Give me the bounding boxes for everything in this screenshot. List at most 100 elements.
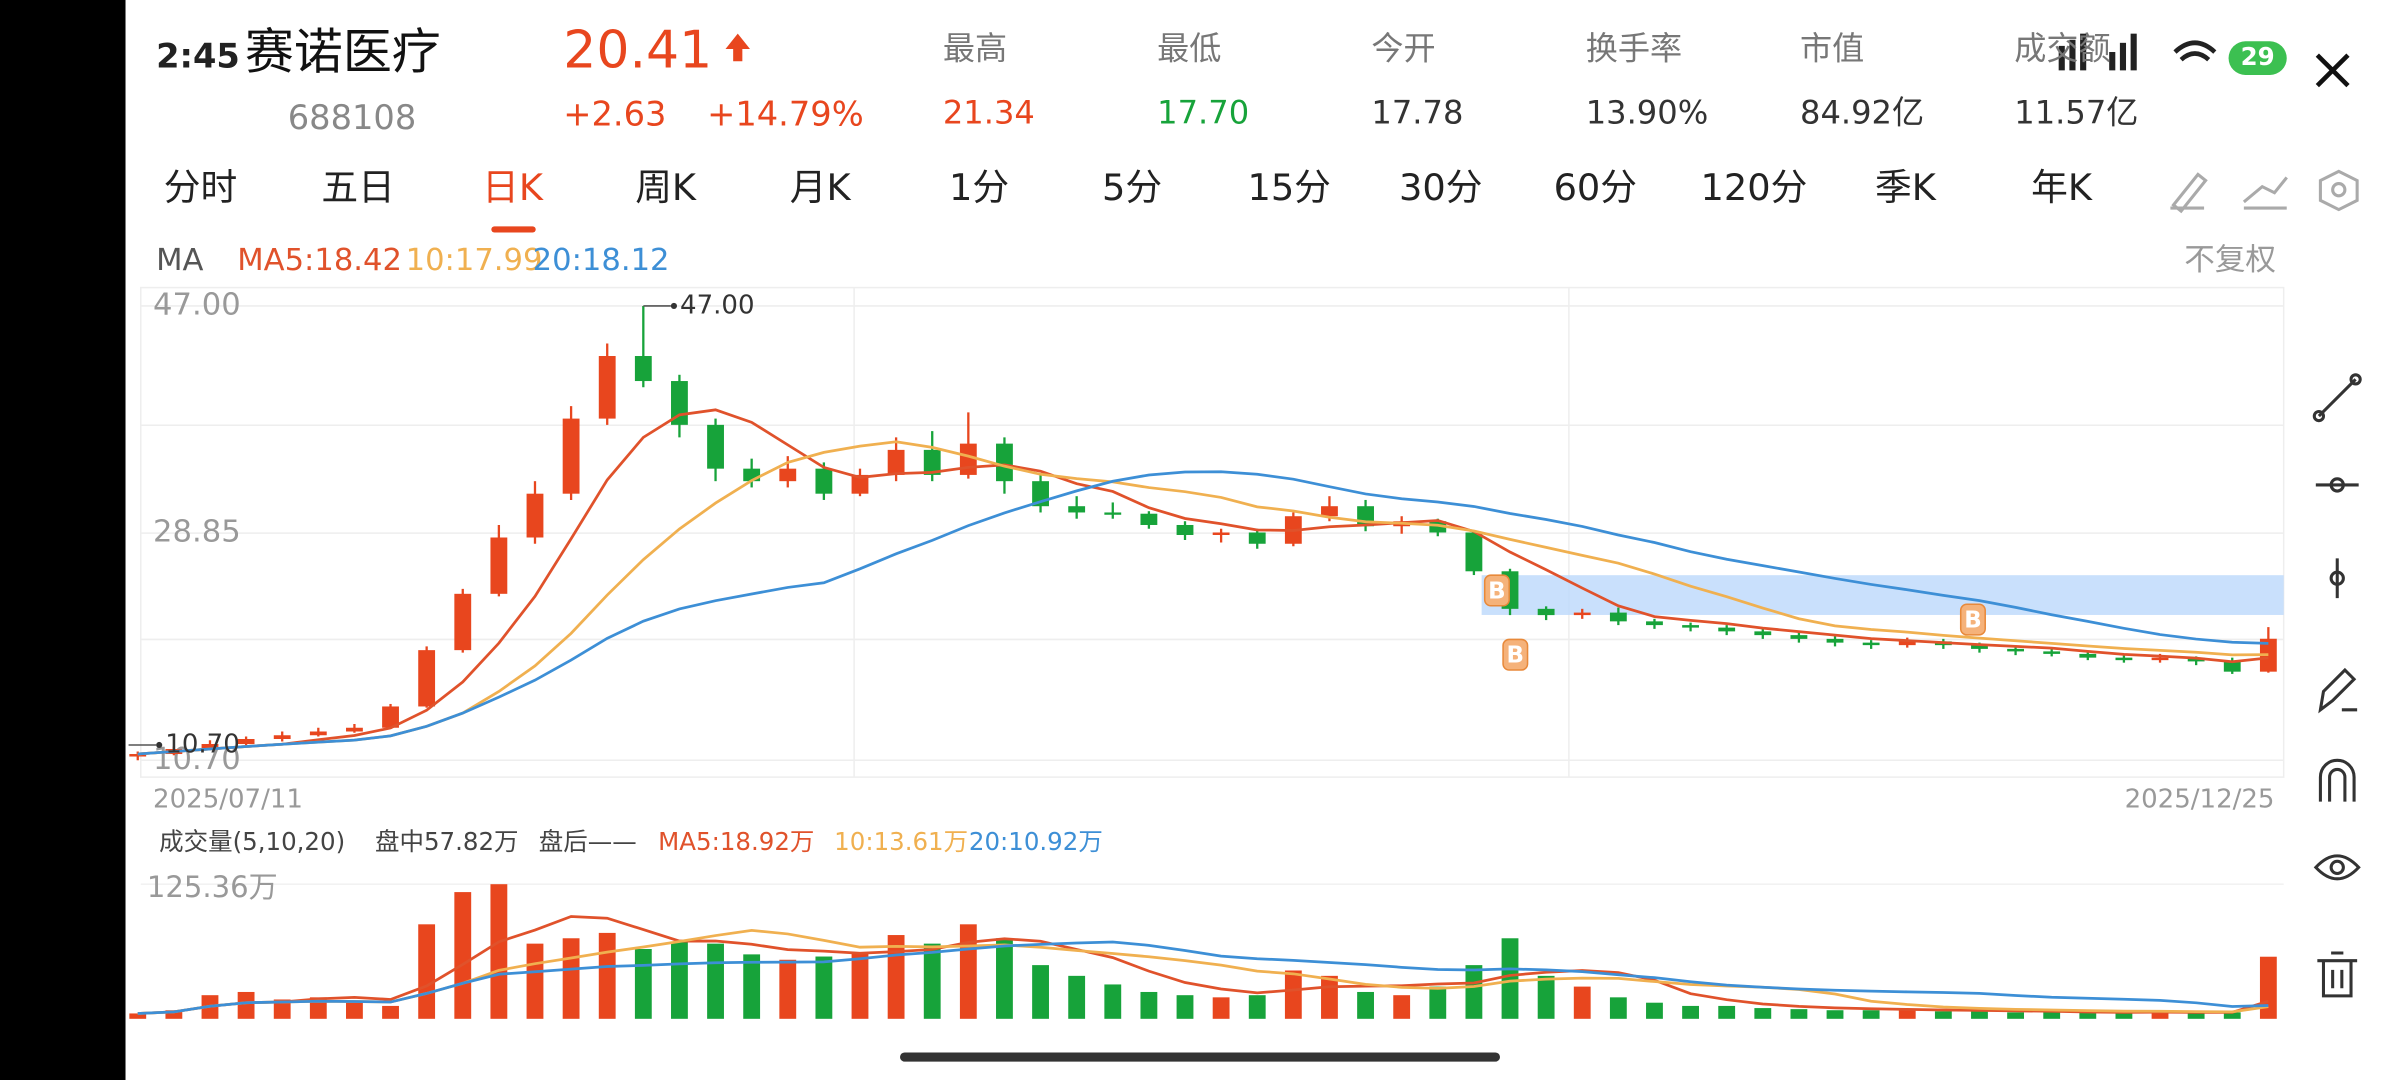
volume-bar (2223, 1012, 2241, 1019)
stat-value: 84.92亿 (1800, 94, 1924, 132)
tab[interactable]: 五日 (321, 166, 394, 209)
candle-body (1429, 521, 1447, 533)
tab[interactable]: 周K (635, 166, 697, 209)
stat-label: 成交额 (2014, 29, 2110, 67)
tab[interactable]: 分时 (164, 166, 237, 209)
volume-legend: 10:13.61万 (834, 827, 968, 856)
stock-name: 赛诺医疗 (245, 24, 441, 81)
candle-body (1682, 625, 1699, 628)
change: +2.63 (563, 95, 666, 134)
up-arrow (725, 33, 750, 62)
candle-body (526, 493, 544, 538)
candle-body (1104, 512, 1122, 515)
candle-body (1646, 621, 1663, 626)
tab[interactable]: 月K (790, 166, 852, 209)
volume-bar (1068, 975, 1086, 1019)
tab[interactable]: 5分 (1102, 166, 1162, 209)
volume-ma-line (137, 929, 2269, 1015)
tab[interactable]: 60分 (1554, 166, 1637, 209)
volume-bar (1573, 986, 1591, 1019)
volume-bar (418, 924, 436, 1019)
candle-body (237, 739, 255, 745)
volume-bar (1501, 938, 1519, 1019)
tab[interactable]: 30分 (1399, 166, 1482, 209)
candle-body (129, 754, 147, 757)
price: 20.41 (563, 21, 712, 81)
adjust-label: 不复权 (2184, 243, 2276, 278)
volume-bar (598, 932, 616, 1019)
volume-title: 成交量(5,10,20) (159, 827, 345, 856)
candle-body (1718, 627, 1736, 632)
tab[interactable]: 年K (2031, 166, 2093, 209)
volume-bar (923, 943, 941, 1019)
volume-bar (1465, 965, 1483, 1019)
volume-bar (1826, 1010, 1844, 1019)
candle-body (2151, 657, 2169, 661)
candle-body (2223, 661, 2241, 672)
volume-bar (2151, 1010, 2169, 1019)
y-tick-label: 47.00 (153, 287, 241, 322)
volume-bar (1140, 991, 1158, 1019)
volume-bar (779, 959, 797, 1019)
candle-body (923, 449, 941, 475)
candle-body (707, 424, 724, 469)
volume-bar (1718, 1005, 1736, 1019)
candle-body (1754, 631, 1772, 636)
stock-code: 688108 (288, 98, 417, 137)
candle-body (779, 468, 797, 482)
volume-bar (129, 1013, 147, 1019)
volume-bar (562, 938, 580, 1019)
volume-bar (1321, 975, 1338, 1019)
b-marker-bg (1959, 603, 1986, 636)
side-toolbar[interactable] (2312, 373, 2362, 998)
volume-ma-line (137, 915, 2269, 1015)
status-time: 2:45 (156, 37, 240, 76)
volume-bar (1609, 997, 1627, 1019)
volume-bar (851, 952, 869, 1019)
candle-body (1176, 524, 1194, 535)
volume-bar (165, 1010, 183, 1019)
candle-body (1140, 513, 1158, 525)
y-tick-label: 28.85 (153, 515, 241, 550)
volume-intraday: 盘中57.82万 (375, 827, 519, 856)
ma-line (137, 470, 2269, 756)
volume-bar (1646, 1002, 1663, 1019)
volume-bar (273, 999, 291, 1019)
volume-bar (1537, 975, 1555, 1019)
ma-legend: 20:18.12 (533, 243, 670, 278)
b-marker: B (1964, 608, 1981, 634)
volume-bar (2259, 956, 2277, 1019)
ma-line (137, 408, 2269, 756)
tab[interactable]: 季K (1875, 166, 1937, 209)
tab-indicator (491, 226, 536, 233)
candle-body (634, 356, 652, 382)
close-button[interactable] (2315, 53, 2350, 88)
volume-bar (1212, 997, 1230, 1019)
ma-legend: MA5:18.42 (237, 243, 402, 278)
tab[interactable]: 120分 (1701, 166, 1808, 209)
tab[interactable]: 1分 (949, 166, 1009, 209)
volume-bar (346, 1002, 363, 1019)
candle-body (562, 418, 580, 494)
max-dot (670, 302, 677, 310)
max-label: 47.00 (680, 290, 754, 320)
candle-body (273, 735, 291, 740)
tab[interactable]: 日K (482, 166, 544, 209)
candle-body (1465, 532, 1483, 572)
min-dot (156, 741, 163, 749)
volume-bar (2043, 1012, 2061, 1019)
volume-bar (526, 943, 544, 1019)
candle-body (851, 474, 869, 494)
stat-label: 最高 (943, 29, 1007, 67)
volume-bar (1176, 995, 1194, 1019)
volume-legend: MA5:18.92万 (658, 827, 814, 856)
volume-bar (454, 892, 472, 1019)
stat-label: 今开 (1371, 29, 1435, 67)
candle-body (201, 744, 219, 750)
status-icons: 29 (2058, 33, 2287, 75)
stat-label: 市值 (1800, 29, 1864, 67)
left-bar (0, 0, 126, 1080)
tab[interactable]: 15分 (1247, 166, 1330, 209)
stat-label: 换手率 (1586, 29, 1682, 67)
